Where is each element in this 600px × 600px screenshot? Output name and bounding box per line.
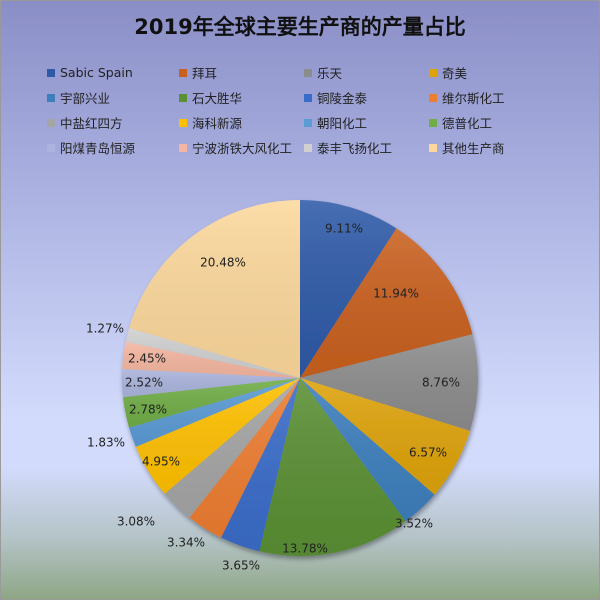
legend-label: 阳煤青岛恒源 bbox=[60, 141, 136, 156]
legend-label: 石大胜华 bbox=[192, 91, 243, 106]
legend-label: 泰丰飞扬化工 bbox=[317, 141, 393, 156]
legend-swatch-icon bbox=[429, 93, 437, 102]
pie-slice-shade bbox=[164, 378, 300, 518]
legend-swatch-icon bbox=[47, 93, 55, 102]
legend-label: 维尔斯化工 bbox=[442, 91, 505, 106]
pie-data-label: 11.94% bbox=[373, 287, 419, 301]
pie-slice-shade bbox=[122, 368, 300, 398]
pie-slice-shade bbox=[221, 378, 300, 552]
legend-label: 奇美 bbox=[442, 66, 468, 81]
legend-swatch-icon bbox=[304, 143, 312, 152]
legend-label: 铜陵金泰 bbox=[317, 91, 368, 106]
legend-label: 朝阳化工 bbox=[317, 116, 368, 131]
legend-swatch-icon bbox=[47, 68, 55, 77]
pie-data-label: 2.45% bbox=[128, 352, 166, 366]
pie-data-label: 2.78% bbox=[129, 403, 167, 417]
legend-label: 乐天 bbox=[317, 66, 343, 81]
pie-data-label: 3.52% bbox=[395, 517, 433, 531]
pie-data-label: 2.52% bbox=[125, 376, 163, 390]
legend-label: 海科新源 bbox=[192, 116, 243, 131]
pie-slice-shade bbox=[300, 378, 470, 495]
pie-slice-shade bbox=[123, 378, 300, 428]
legend-item: 宇部兴业 bbox=[47, 87, 179, 108]
pie-slice-shade bbox=[122, 341, 300, 378]
legend-swatch-icon bbox=[304, 118, 312, 127]
legend-label: 德普化工 bbox=[442, 116, 493, 131]
pie-data-label: 3.34% bbox=[167, 536, 205, 550]
legend-item: 中盐红四方 bbox=[47, 112, 179, 133]
legend-item: 其他生产商 bbox=[429, 137, 559, 158]
legend-item: 泰丰飞扬化工 bbox=[304, 137, 429, 158]
pie-slice-shade bbox=[129, 200, 300, 378]
pie-slice-shade bbox=[135, 378, 300, 494]
pie-slice-shade bbox=[300, 334, 478, 431]
legend-item: 奇美 bbox=[429, 62, 559, 83]
pie-slice-shade bbox=[300, 228, 473, 378]
pie-slice-shade bbox=[259, 378, 406, 556]
legend-item: 德普化工 bbox=[429, 112, 559, 133]
legend-swatch-icon bbox=[179, 143, 187, 152]
legend-swatch-icon bbox=[304, 93, 312, 102]
pie-data-label: 3.08% bbox=[117, 515, 155, 529]
legend-swatch-icon bbox=[179, 93, 187, 102]
pie-slice-shade bbox=[300, 200, 397, 378]
legend-label: 宁波浙铁大风化工 bbox=[192, 141, 293, 156]
legend-label: 宇部兴业 bbox=[60, 91, 111, 106]
legend-swatch-icon bbox=[179, 68, 187, 77]
pie-data-label: 1.83% bbox=[87, 436, 125, 450]
legend-swatch-icon bbox=[429, 143, 437, 152]
pie-data-label: 9.11% bbox=[325, 222, 363, 236]
pie-data-label: 1.27% bbox=[86, 322, 124, 336]
pie-data-label: 20.48% bbox=[200, 256, 246, 270]
legend-item: 拜耳 bbox=[179, 62, 304, 83]
legend-label: Sabic Spain bbox=[60, 65, 133, 80]
legend-label: 中盐红四方 bbox=[60, 116, 123, 131]
legend-swatch-icon bbox=[304, 68, 312, 77]
pie-data-label: 4.95% bbox=[142, 455, 180, 469]
legend-item: 海科新源 bbox=[179, 112, 304, 133]
legend-item: 维尔斯化工 bbox=[429, 87, 559, 108]
legend-item: 朝阳化工 bbox=[304, 112, 429, 133]
pie-data-label: 8.76% bbox=[422, 376, 460, 390]
pie-data-label: 6.57% bbox=[409, 446, 447, 460]
pie-slice-shade bbox=[129, 378, 300, 447]
legend-item: 宁波浙铁大风化工 bbox=[179, 137, 304, 158]
legend-item: Sabic Spain bbox=[47, 62, 179, 83]
legend-swatch-icon bbox=[47, 118, 55, 127]
legend: Sabic Spain 拜耳 乐天 奇美 宇部兴业 石大胜华 铜陵金泰 维尔斯化… bbox=[47, 62, 577, 158]
pie-slices bbox=[122, 200, 478, 556]
legend-swatch-icon bbox=[47, 143, 55, 152]
legend-swatch-icon bbox=[179, 118, 187, 127]
legend-label: 其他生产商 bbox=[442, 141, 505, 156]
legend-item: 铜陵金泰 bbox=[304, 87, 429, 108]
legend-swatch-icon bbox=[429, 68, 437, 77]
legend-item: 乐天 bbox=[304, 62, 429, 83]
pie-data-label: 3.65% bbox=[222, 559, 260, 573]
chart-title: 2019年全球主要生产商的产量占比 bbox=[134, 15, 466, 39]
pie-slice-shade bbox=[300, 378, 435, 522]
legend-item: 石大胜华 bbox=[179, 87, 304, 108]
pie-data-labels: 9.11% 11.94% 8.76% 6.57% 3.52% 13.78% 3.65% 3.3… bbox=[86, 222, 460, 573]
legend-label: 拜耳 bbox=[192, 66, 218, 81]
legend-item: 阳煤青岛恒源 bbox=[47, 137, 179, 158]
pie-slice-shade bbox=[125, 328, 301, 378]
pie-slice-shade bbox=[189, 378, 300, 538]
legend-swatch-icon bbox=[429, 118, 437, 127]
pie-data-label: 13.78% bbox=[282, 542, 328, 556]
